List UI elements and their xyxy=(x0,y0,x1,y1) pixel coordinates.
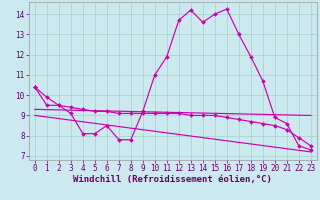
X-axis label: Windchill (Refroidissement éolien,°C): Windchill (Refroidissement éolien,°C) xyxy=(73,175,272,184)
